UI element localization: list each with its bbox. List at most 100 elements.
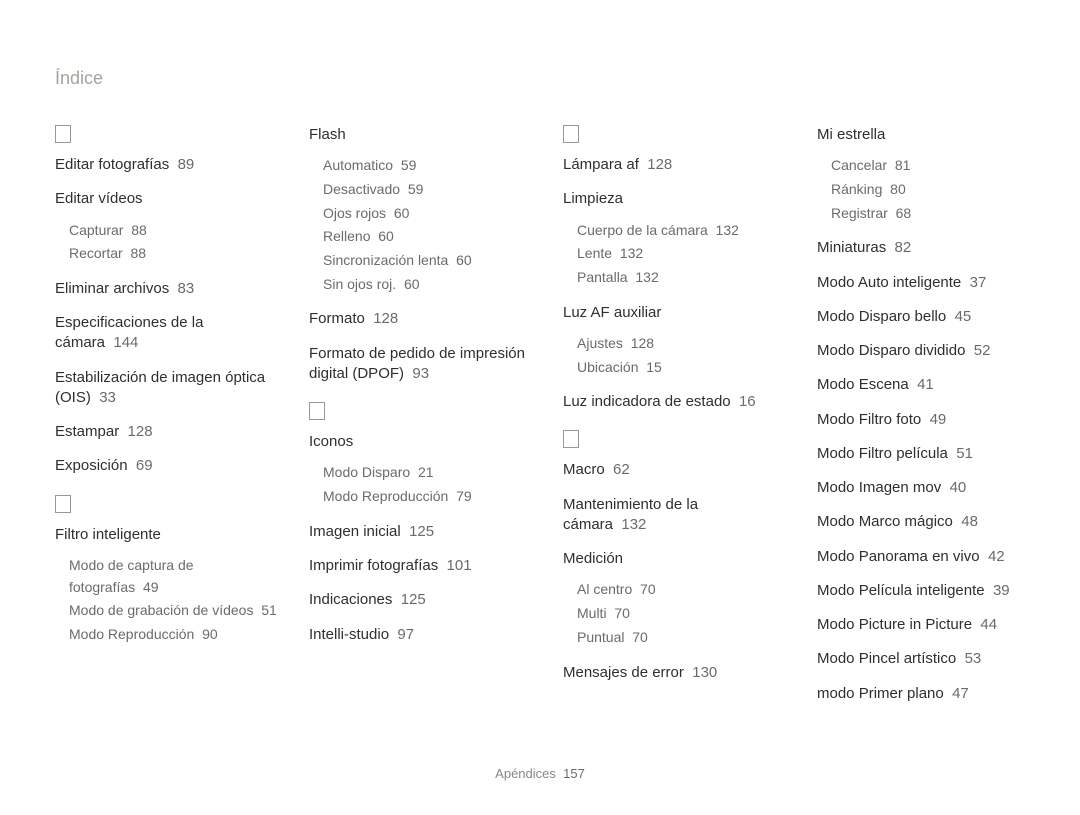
index-entry-main[interactable]: Modo Filtro película 51 (817, 444, 1039, 464)
index-entry-main[interactable]: Modo Panorama en vivo 42 (817, 547, 1039, 567)
index-subentry-page: 80 (890, 181, 906, 197)
index-section: Flash Automatico 59Desactivado 59Ojos roj… (309, 125, 531, 384)
index-entry-main[interactable]: Intelli-studio 97 (309, 625, 531, 645)
index-subentry[interactable]: Capturar 88 (55, 220, 277, 242)
index-subentry[interactable]: Puntual 70 (563, 627, 785, 649)
index-subentry-page: 59 (401, 157, 417, 173)
index-entry-page: 132 (621, 516, 646, 533)
index-subentry-page: 60 (404, 276, 420, 292)
index-entry-main[interactable]: Modo Escena 41 (817, 375, 1039, 395)
index-entry: Especificaciones de la cámara 144 (55, 313, 277, 354)
index-entry-page: 44 (980, 616, 997, 633)
index-entry-main[interactable]: Modo Picture in Picture 44 (817, 615, 1039, 635)
index-entry-page: 130 (692, 664, 717, 681)
index-entry-main[interactable]: Eliminar archivos 83 (55, 279, 277, 299)
section-letter-box (309, 402, 325, 420)
index-entry-main[interactable]: modo Primer plano 47 (817, 684, 1039, 704)
index-entry-main[interactable]: Estabilización de imagen óptica (OIS) 33 (55, 368, 277, 409)
index-entry-main[interactable]: Miniaturas 82 (817, 238, 1039, 258)
index-entry-main[interactable]: Exposición 69 (55, 456, 277, 476)
index-subentry-page: 132 (635, 269, 658, 285)
index-subentry-page: 88 (130, 245, 146, 261)
index-entry-main[interactable]: Mensajes de error 130 (563, 663, 785, 683)
index-column: Lámpara af 128 Limpieza Cuerpo de la cámar… (563, 125, 785, 722)
index-subentry[interactable]: Cancelar 81 (817, 155, 1039, 177)
index-entry-main[interactable]: Formato 128 (309, 309, 531, 329)
index-entry: Lámpara af 128 (563, 155, 785, 175)
index-subentry[interactable]: Modo de grabación de vídeos 51 (55, 600, 277, 622)
index-entry-main[interactable]: Modo Pincel artístico 53 (817, 649, 1039, 669)
index-entry: Luz AF auxiliar Ajustes 128Ubicación 15 (563, 303, 785, 379)
index-subentry[interactable]: Desactivado 59 (309, 179, 531, 201)
index-entry-main[interactable]: Medición (563, 549, 785, 569)
index-entry-main[interactable]: Modo Disparo bello 45 (817, 307, 1039, 327)
index-entry: Flash Automatico 59Desactivado 59Ojos roj… (309, 125, 531, 295)
index-entry-main[interactable]: Especificaciones de la cámara 144 (55, 313, 277, 354)
index-entry-main[interactable]: Modo Marco mágico 48 (817, 512, 1039, 532)
index-entry-page: 69 (136, 457, 153, 474)
index-entry-main[interactable]: Modo Imagen mov 40 (817, 478, 1039, 498)
index-entry-main[interactable]: Modo Auto inteligente 37 (817, 273, 1039, 293)
index-entry: Editar fotografías 89 (55, 155, 277, 175)
index-subentry[interactable]: Relleno 60 (309, 226, 531, 248)
index-entry-main[interactable]: Indicaciones 125 (309, 590, 531, 610)
index-entry: Exposición 69 (55, 456, 277, 476)
index-entry-main[interactable]: Imagen inicial 125 (309, 522, 531, 542)
index-entry-main[interactable]: Estampar 128 (55, 422, 277, 442)
index-subentry[interactable]: Registrar 68 (817, 203, 1039, 225)
index-entry-main[interactable]: Modo Disparo dividido 52 (817, 341, 1039, 361)
index-entry-page: 48 (961, 513, 978, 530)
index-entry-page: 89 (178, 156, 195, 173)
index-entry-main[interactable]: Limpieza (563, 189, 785, 209)
index-section: Macro 62 Mantenimiento de la cámara 132 Me… (563, 430, 785, 682)
footer-label: Apéndices (495, 766, 556, 781)
index-entry-main[interactable]: Macro 62 (563, 460, 785, 480)
index-subentry[interactable]: Lente 132 (563, 243, 785, 265)
index-subentry[interactable]: Al centro 70 (563, 579, 785, 601)
index-subentry[interactable]: Ubicación 15 (563, 357, 785, 379)
index-entry-main[interactable]: Editar fotografías 89 (55, 155, 277, 175)
index-subentry[interactable]: Modo Reproducción 79 (309, 486, 531, 508)
section-letter-box (55, 125, 71, 143)
index-subentry[interactable]: Ojos rojos 60 (309, 203, 531, 225)
index-entry-page: 97 (397, 626, 414, 643)
index-subentry[interactable]: Multi 70 (563, 603, 785, 625)
index-entry: Modo Auto inteligente 37 (817, 273, 1039, 293)
index-subentry-page: 15 (646, 359, 662, 375)
index-subentry[interactable]: Modo Disparo 21 (309, 462, 531, 484)
index-entry-main[interactable]: Modo Filtro foto 49 (817, 410, 1039, 430)
index-entry-page: 125 (401, 591, 426, 608)
index-subentry-page: 68 (896, 205, 912, 221)
index-entry-main[interactable]: Mi estrella (817, 125, 1039, 145)
index-subentry[interactable]: Sin ojos roj. 60 (309, 274, 531, 296)
index-entry-main[interactable]: Luz AF auxiliar (563, 303, 785, 323)
index-entry-main[interactable]: Flash (309, 125, 531, 145)
index-entry-page: 101 (447, 557, 472, 574)
index-subentry[interactable]: Automatico 59 (309, 155, 531, 177)
index-subentry[interactable]: Ajustes 128 (563, 333, 785, 355)
index-entry-main[interactable]: Editar vídeos (55, 189, 277, 209)
index-subentry[interactable]: Modo de captura de fotografías 49 (55, 555, 277, 598)
index-entry-main[interactable]: Modo Película inteligente 39 (817, 581, 1039, 601)
index-subentry-page: 128 (631, 335, 654, 351)
index-subentry[interactable]: Ránking 80 (817, 179, 1039, 201)
index-subentry[interactable]: Sincronización lenta 60 (309, 250, 531, 272)
index-subentry-page: 70 (632, 629, 648, 645)
index-entry-main[interactable]: Formato de pedido de impresión digital (… (309, 344, 531, 385)
index-subentry-page: 60 (394, 205, 410, 221)
index-subentry[interactable]: Recortar 88 (55, 243, 277, 265)
index-entry: Imagen inicial 125 (309, 522, 531, 542)
index-column: Mi estrella Cancelar 81Ránking 80Registra… (817, 125, 1039, 722)
index-entry-main[interactable]: Mantenimiento de la cámara 132 (563, 495, 785, 536)
index-subentry[interactable]: Pantalla 132 (563, 267, 785, 289)
index-entry: Estampar 128 (55, 422, 277, 442)
index-entry-main[interactable]: Luz indicadora de estado 16 (563, 392, 785, 412)
index-subentry-page: 49 (143, 579, 159, 595)
index-subentry[interactable]: Modo Reproducción 90 (55, 624, 277, 646)
index-entry-page: 49 (930, 411, 947, 428)
index-entry-main[interactable]: Lámpara af 128 (563, 155, 785, 175)
index-entry-main[interactable]: Iconos (309, 432, 531, 452)
index-entry-main[interactable]: Filtro inteligente (55, 525, 277, 545)
index-entry-main[interactable]: Imprimir fotografías 101 (309, 556, 531, 576)
index-subentry[interactable]: Cuerpo de la cámara 132 (563, 220, 785, 242)
